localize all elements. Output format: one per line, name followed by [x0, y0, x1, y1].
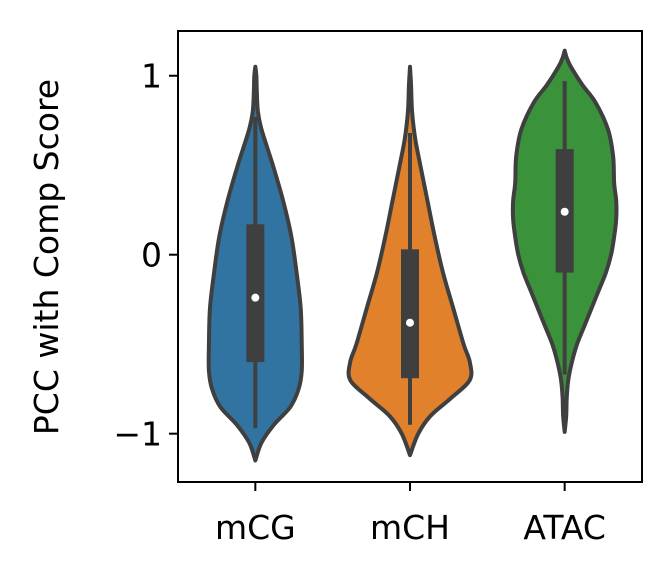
x-tick-label: mCH	[370, 508, 450, 547]
median-dot	[251, 293, 260, 302]
y-tick-label: 0	[141, 236, 162, 275]
violin-mch	[346, 64, 474, 458]
y-tick-label: −1	[113, 415, 162, 454]
x-tick-label: mCG	[215, 508, 296, 547]
y-tick-label: 1	[141, 57, 162, 96]
violin-mcg	[206, 64, 305, 463]
x-axis: mCG mCH ATAC	[215, 482, 606, 547]
iqr-box	[246, 224, 265, 363]
iqr-box	[401, 249, 419, 379]
y-axis: 1 0 −1	[113, 57, 178, 454]
violin-atac	[510, 48, 619, 434]
median-dot	[406, 318, 414, 327]
violins	[206, 48, 619, 463]
x-tick-label: ATAC	[523, 508, 606, 547]
median-dot	[560, 207, 569, 216]
y-axis-label: PCC with Comp Score	[27, 79, 66, 435]
plot-frame	[177, 30, 643, 483]
